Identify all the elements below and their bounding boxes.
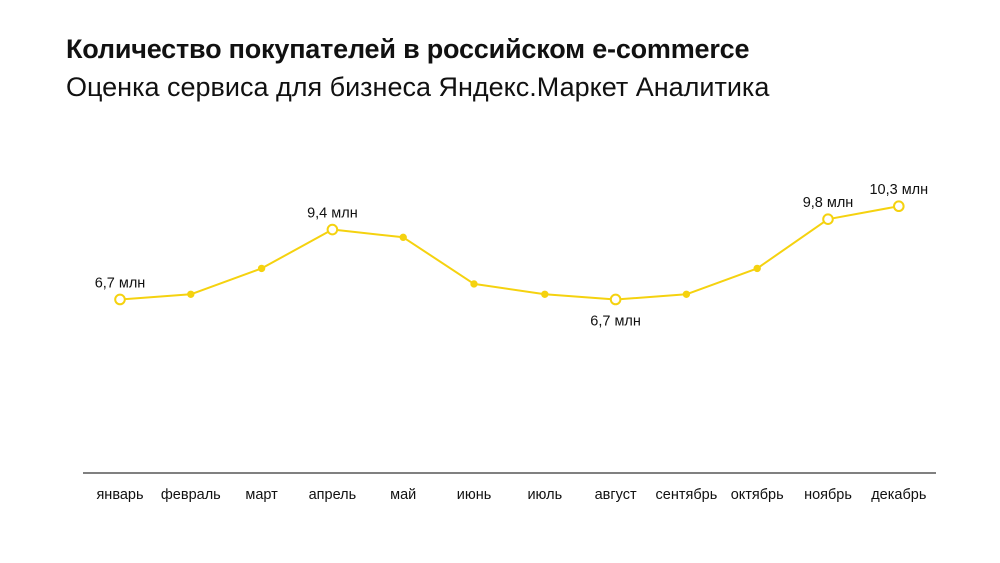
data-point bbox=[470, 280, 478, 288]
data-point bbox=[541, 290, 549, 298]
data-point bbox=[114, 293, 126, 306]
x-tick-label: август bbox=[595, 487, 637, 503]
x-tick-label: январь bbox=[96, 487, 143, 503]
data-label: 9,4 млн bbox=[307, 206, 358, 222]
data-label: 6,7 млн bbox=[95, 275, 146, 291]
chart-subtitle: Оценка сервиса для бизнеса Яндекс.Маркет… bbox=[66, 72, 770, 102]
data-point bbox=[399, 233, 407, 242]
chart-title: Количество покупателей в российском e-co… bbox=[66, 34, 750, 64]
x-tick-label: февраль bbox=[161, 487, 221, 503]
data-point bbox=[822, 213, 834, 225]
x-tick-label: март bbox=[245, 487, 278, 503]
series-line bbox=[119, 205, 899, 301]
x-tick-label: октябрь bbox=[731, 487, 784, 503]
data-label: 6,7 млн bbox=[590, 313, 641, 329]
data-point bbox=[187, 290, 195, 298]
data-point bbox=[893, 200, 905, 213]
data-point bbox=[326, 223, 339, 236]
x-tick-label: апрель bbox=[309, 487, 357, 503]
x-tick-label: ноябрь bbox=[804, 487, 852, 503]
x-tick-label: июнь bbox=[457, 487, 492, 503]
data-point bbox=[682, 290, 691, 298]
data-point bbox=[609, 293, 622, 306]
data-label: 9,8 млн bbox=[803, 195, 854, 211]
x-tick-label: июль bbox=[527, 487, 562, 503]
data-point bbox=[753, 264, 761, 273]
x-tick-label: сентябрь bbox=[656, 487, 718, 503]
data-label: 10,3 млн bbox=[869, 182, 928, 198]
x-tick-label: декабрь bbox=[871, 487, 926, 503]
x-tick-label: май bbox=[390, 487, 416, 503]
data-point bbox=[257, 264, 266, 273]
